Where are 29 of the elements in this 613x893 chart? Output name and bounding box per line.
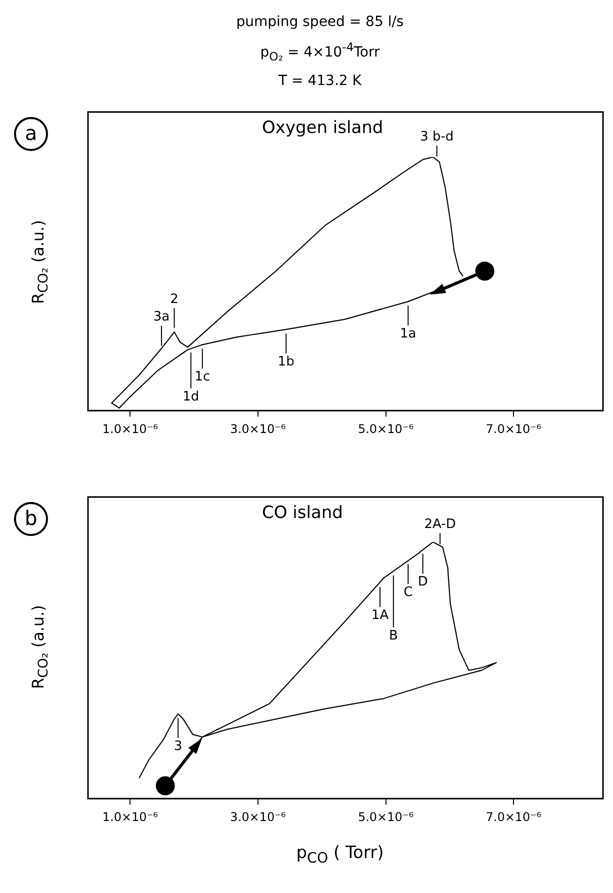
chart-title: CO island <box>262 503 343 523</box>
x-tick-label: 3.0×10⁻⁶ <box>230 422 286 436</box>
text: pumping speed = 85 l/s <box>235 13 405 32</box>
x-tick-label: 7.0×10⁻⁶ <box>486 422 542 436</box>
x-tick-label: 1.0×10⁻⁶ <box>102 422 158 436</box>
annotation: B <box>388 628 398 644</box>
annotation: 1b <box>278 354 294 370</box>
circled-letter: b <box>14 502 48 536</box>
annotation: 1c <box>194 370 210 385</box>
x-tick-label: 7.0×10⁻⁶ <box>486 810 542 824</box>
annotation: 1a <box>400 326 416 342</box>
text: p$_{O₂}$ = 4×10$^{-4}$Torr <box>259 39 381 66</box>
annotation: 1d <box>182 389 200 404</box>
x-axis-title: p$_{CO}$ ( Torr) <box>296 843 384 866</box>
annotation: 2A-D <box>424 517 456 532</box>
annotation: 3 <box>174 738 182 754</box>
annotation: 1A <box>371 608 389 623</box>
annotation: D <box>418 574 428 590</box>
x-tick-label: 5.0×10⁻⁶ <box>358 810 414 824</box>
annotation: C <box>404 584 413 600</box>
x-tick-label: 1.0×10⁻⁶ <box>102 810 158 824</box>
annotation: 2 <box>170 292 178 307</box>
x-tick-label: 3.0×10⁻⁶ <box>230 810 286 824</box>
annotation: 3 b-d <box>420 129 454 144</box>
annotation: 3a <box>153 310 170 325</box>
chart-title: Oxygen island <box>262 118 384 138</box>
x-tick-label: 5.0×10⁻⁶ <box>358 422 414 436</box>
text: T = 413.2 K <box>278 72 362 92</box>
circled-letter: a <box>14 117 48 151</box>
